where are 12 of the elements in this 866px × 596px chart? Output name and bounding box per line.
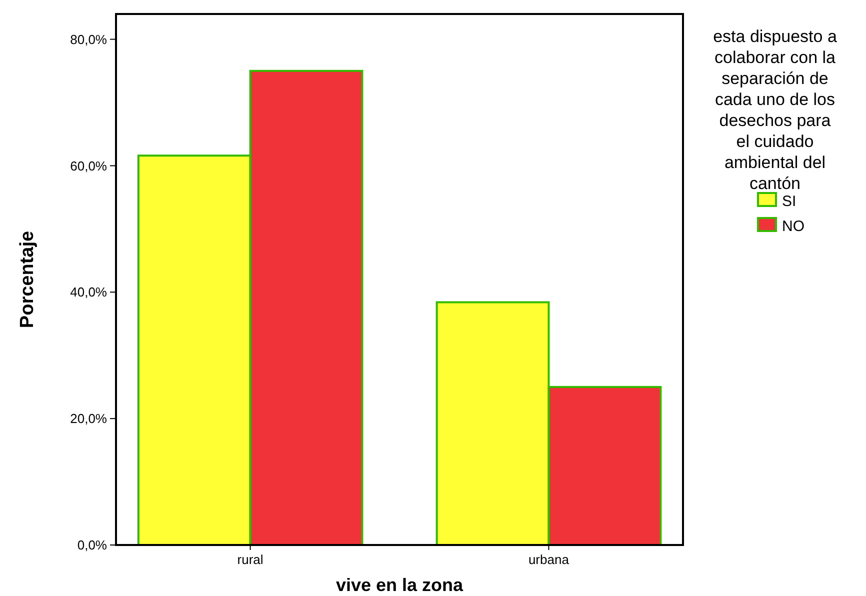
x-tick-label: rural [237,552,264,567]
y-tick-label: 40,0% [70,284,108,300]
x-tick-label: urbana [528,552,570,567]
legend-label: SI [782,193,796,210]
y-tick-label: 80,0% [70,32,108,47]
y-tick-label: 60,0% [70,158,108,174]
y-axis-title: Porcentaje [17,230,38,328]
legend-label: NO [782,218,804,235]
y-tick-label: 0,0% [77,538,108,553]
x-axis-title: vive en la zona [336,575,464,595]
y-tick-label: 20,0% [70,411,108,426]
legend-title: esta dispuesto a colaborar con la separación de cada uno de los desechos para el cuidado ambiental del cantón [713,27,838,193]
